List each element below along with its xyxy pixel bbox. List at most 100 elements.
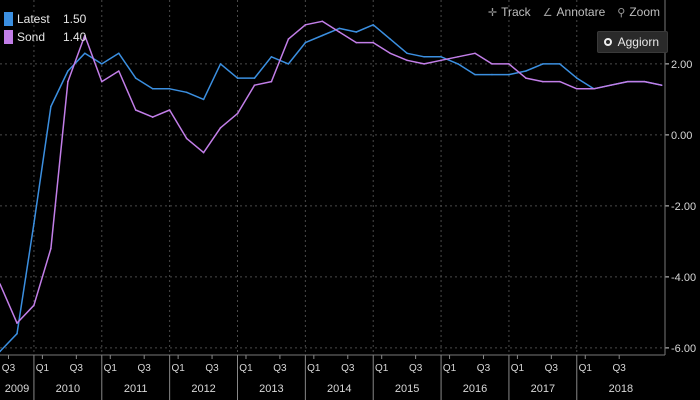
data-point-latest: [338, 27, 341, 30]
legend-swatch-latest: [4, 12, 13, 26]
x-tick-label-year: 2009: [5, 383, 29, 395]
pencil-icon: ∠: [542, 6, 553, 19]
data-point-sond: [592, 87, 595, 90]
data-point-latest: [575, 77, 578, 79]
chart-toolbar: ✛ Track ∠ Annotare ⚲ Zoom: [482, 4, 666, 20]
x-tick-label-year: 2015: [395, 383, 419, 395]
refresh-label: Aggiorn: [617, 35, 659, 49]
data-point-latest: [355, 31, 358, 33]
data-point-latest: [389, 38, 391, 40]
annotate-button[interactable]: ∠ Annotare: [537, 4, 612, 20]
legend-value: 1.50: [63, 12, 87, 26]
x-tick-label-quarter: Q3: [341, 363, 355, 374]
y-tick-label: 2.00: [671, 59, 692, 71]
x-tick-label-quarter: Q3: [205, 363, 219, 374]
data-point-latest: [304, 41, 307, 44]
data-point-sond: [236, 112, 239, 115]
data-point-latest: [117, 52, 120, 55]
data-point-sond: [185, 137, 188, 140]
x-tick-label-quarter: Q3: [273, 363, 287, 374]
track-button[interactable]: ✛ Track: [482, 4, 537, 20]
data-point-latest: [219, 63, 222, 65]
legend-label: Latest: [17, 12, 50, 26]
data-point-latest: [16, 332, 18, 335]
data-point-latest: [185, 91, 188, 94]
data-point-sond: [372, 41, 375, 44]
x-tick-label-quarter: Q3: [409, 363, 423, 374]
data-point-sond: [643, 80, 646, 83]
x-tick-label-year: 2011: [124, 383, 148, 395]
data-point-latest: [67, 70, 69, 72]
x-tick-label-year: 2016: [463, 383, 487, 395]
data-point-latest: [151, 87, 154, 90]
data-point-sond: [117, 70, 120, 72]
data-point-latest: [134, 77, 137, 79]
legend-label: Sond: [17, 30, 46, 44]
data-point-sond: [151, 116, 154, 118]
data-point-latest: [236, 77, 239, 79]
data-point-latest: [423, 56, 425, 58]
data-point-latest: [321, 34, 324, 37]
data-point-sond: [559, 80, 561, 83]
x-tick-label-quarter: Q3: [70, 363, 84, 374]
data-point-latest: [253, 77, 256, 79]
x-tick-label-quarter: Q3: [545, 363, 559, 374]
data-point-sond: [474, 52, 476, 55]
data-point-sond: [134, 109, 137, 111]
data-point-sond: [525, 77, 527, 79]
crosshair-icon: ✛: [487, 6, 498, 19]
data-point-latest: [0, 350, 1, 353]
x-tick-label-quarter: Q3: [477, 363, 491, 374]
data-point-sond: [287, 38, 290, 40]
x-tick-label-quarter: Q1: [443, 363, 457, 374]
data-point-latest: [33, 222, 35, 225]
data-point-sond: [542, 80, 544, 83]
legend: Latest 1.50 Sond 1.40: [4, 10, 86, 46]
data-point-sond: [609, 84, 612, 86]
data-point-latest: [525, 70, 527, 72]
data-point-sond: [626, 80, 629, 83]
legend-item-latest[interactable]: Latest 1.50: [4, 10, 86, 28]
y-tick-label: -4.00: [671, 272, 696, 284]
zoom-button[interactable]: ⚲ Zoom: [611, 4, 666, 20]
data-point-latest: [440, 56, 442, 58]
data-point-sond: [355, 41, 358, 44]
legend-swatch-sond: [4, 30, 13, 44]
x-tick-label-quarter: Q1: [104, 363, 118, 374]
legend-item-sond[interactable]: Sond 1.40: [4, 28, 86, 46]
x-tick-label-year: 2010: [56, 383, 80, 395]
zoom-label: Zoom: [629, 5, 660, 19]
data-point-latest: [474, 73, 476, 76]
data-point-sond: [508, 63, 510, 65]
data-point-sond: [219, 127, 222, 129]
legend-value: 1.40: [63, 30, 87, 44]
data-point-sond: [440, 59, 442, 62]
magnifier-icon: ⚲: [617, 6, 626, 19]
data-point-sond: [406, 59, 408, 62]
x-tick-label-quarter: Q1: [579, 363, 593, 374]
data-point-sond: [338, 31, 341, 33]
data-point-sond: [67, 80, 69, 83]
x-tick-label-quarter: Q1: [171, 363, 185, 374]
series-line-sond[interactable]: [0, 20, 662, 324]
data-point-latest: [100, 63, 103, 65]
y-tick-label: -2.00: [671, 201, 696, 213]
track-label: Track: [501, 5, 531, 19]
data-point-latest: [168, 87, 171, 90]
data-point-latest: [84, 52, 86, 55]
data-point-latest: [508, 73, 510, 76]
x-tick-label-quarter: Q3: [613, 363, 627, 374]
data-point-latest: [270, 56, 273, 58]
x-tick-label-year: 2017: [531, 383, 555, 395]
refresh-button[interactable]: Aggiorn: [596, 31, 668, 53]
x-tick-label-quarter: Q3: [138, 363, 152, 374]
data-point-sond: [491, 63, 493, 65]
series-line-latest[interactable]: [0, 24, 662, 352]
data-point-sond: [575, 87, 578, 90]
data-point-sond: [253, 84, 256, 86]
refresh-icon: [603, 38, 612, 46]
x-tick-label-quarter: Q1: [36, 363, 50, 374]
data-point-sond: [304, 24, 307, 26]
data-point-sond: [202, 151, 205, 154]
